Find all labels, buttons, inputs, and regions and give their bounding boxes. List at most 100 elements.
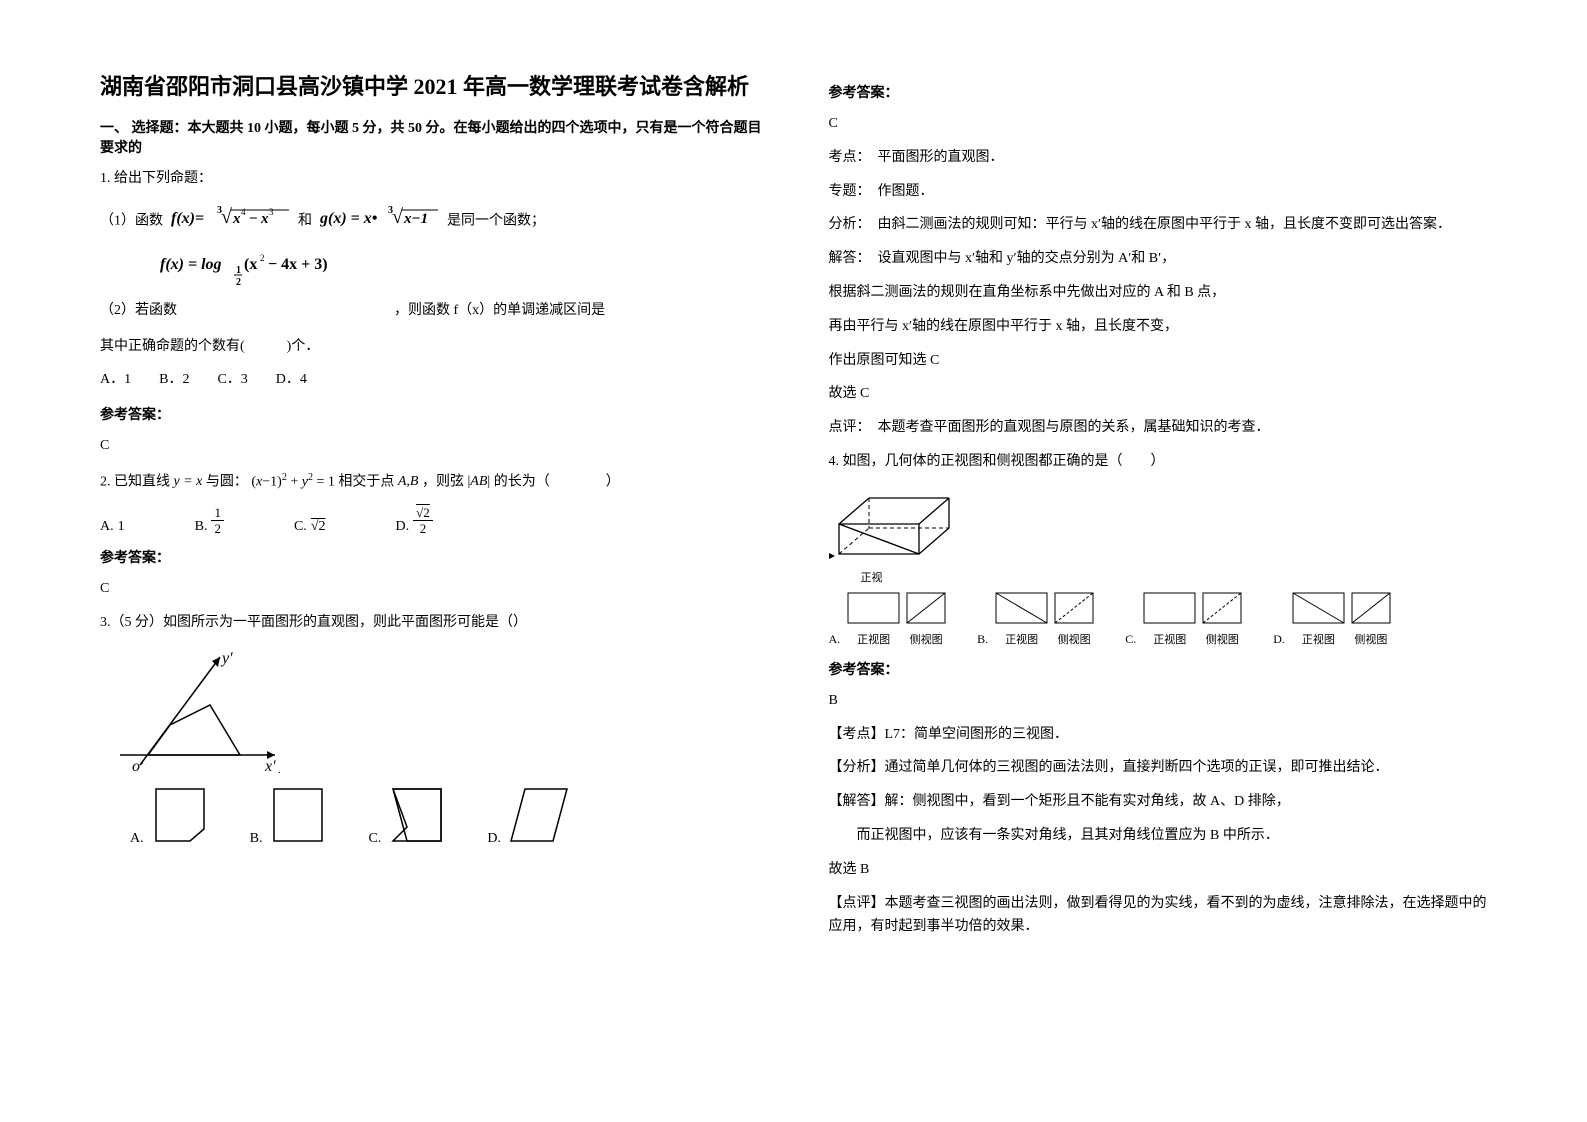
svg-text:g(x) = x•: g(x) = x• (320, 210, 378, 227)
q2-opt-a-label: A. (100, 519, 114, 535)
q4-choice-a: A. 正视图 侧视图 (829, 591, 948, 647)
svg-text:4: 4 (241, 207, 246, 217)
q4-c-label: C. (1125, 632, 1136, 647)
q4-choice-d: D. 正视图 侧视图 (1273, 591, 1392, 647)
q2-ans-label: 参考答案： (100, 547, 769, 567)
r-l5: 根据斜二测画法的规则在直角坐标系中先做出对应的 A 和 B 点， (829, 281, 1498, 305)
q2-opt-b: B. 12 (195, 506, 224, 535)
q3-text: 3.（5 分）如图所示为一平面图形的直观图，则此平面图形可能是（） (100, 611, 769, 635)
r-l6: 再由平行与 x′轴的线在原图中平行于 x 轴，且长度不变， (829, 315, 1498, 339)
svg-text:√: √ (221, 206, 232, 228)
q3-ans-label: 参考答案： (829, 82, 1498, 102)
q4-a-cs-lbl: 侧视图 (905, 631, 947, 647)
q3-choice-a: A. (130, 783, 210, 847)
svg-text:3: 3 (269, 207, 274, 217)
q2-opt-b-label: B. (195, 519, 208, 535)
r-l8: 故选 C (829, 382, 1498, 406)
q1-formula-log: f(x) = log 1 2 (x 2 − 4x + 3) (160, 251, 370, 298)
svg-text:y′: y′ (220, 650, 233, 667)
q4-k5: 故选 B (829, 858, 1498, 882)
q1-formula-f: f(x)= 3 √ x 4 − x 3 (171, 201, 291, 242)
q4-b-zs (994, 591, 1049, 627)
q3-oblique-figure: x′ y′ o′ . (110, 645, 290, 775)
left-column: 湖南省邵阳市洞口县高沙镇中学 2021 年高一数学理联考试卷含解析 一、 选择题… (100, 70, 769, 949)
q1-ans-label: 参考答案： (100, 404, 769, 424)
svg-text:1: 1 (236, 265, 241, 276)
section-1-head: 一、 选择题：本大题共 10 小题，每小题 5 分，共 50 分。在每小题给出的… (100, 117, 769, 157)
q3-choice-d: D. (487, 783, 571, 847)
q1-tail: 其中正确命题的个数有( )个． (100, 335, 769, 359)
q4-d-label: D. (1273, 632, 1285, 647)
q1-formula-g: g(x) = x• 3 √ x−1 (320, 201, 440, 242)
q2-opt-c-label: C. (294, 519, 307, 535)
q4-choice-b: B. 正视图 侧视图 (977, 591, 1095, 647)
q2-t1: 2. 已知直线 (100, 474, 170, 489)
svg-text:−: − (249, 211, 258, 227)
svg-text:f(x)=: f(x)= (171, 210, 204, 227)
q4-choices: A. 正视图 侧视图 (829, 591, 1498, 647)
q1-ans: C (100, 434, 769, 458)
q4-d-cs (1350, 591, 1392, 627)
q4-c-zs-lbl: 正视图 (1142, 631, 1197, 647)
q4-a-zs-lbl: 正视图 (846, 631, 901, 647)
q4-c-cs-lbl: 侧视图 (1201, 631, 1243, 647)
q2-opt-a: A. 1 (100, 519, 125, 535)
q4-a-cs (905, 591, 947, 627)
q2-opt-a-val: 1 (118, 519, 125, 535)
svg-text:√: √ (392, 206, 403, 228)
q4-k2: 【分析】通过简单几何体的三视图的画法法则，直接判断四个选项的正误，即可推出结论． (829, 756, 1498, 780)
q3-a-label: A. (130, 831, 144, 847)
q4-d-zs-lbl: 正视图 (1291, 631, 1346, 647)
q3-choice-c: C. (368, 783, 447, 847)
q3-ans: C (829, 112, 1498, 136)
q4-ans: B (829, 689, 1498, 713)
q4-k3: 【解答】解：侧视图中，看到一个矩形且不能有实对角线，故 A、D 排除， (829, 790, 1498, 814)
q2-t5: 的长为（ ） (494, 474, 620, 489)
q2-ablen: |AB| (467, 469, 490, 496)
q3-shape-d (507, 783, 571, 847)
q2-text: 2. 已知直线 y = x 与圆： (x−1)2 + y2 = 1 相交于点 A… (100, 468, 769, 496)
q2-options: A. 1 B. 12 C. √2 D. √22 (100, 506, 769, 535)
svg-text:x: x (260, 211, 269, 227)
q4-text: 4. 如图，几何体的正视图和侧视图都正确的是（ ） (829, 450, 1498, 474)
q4-b-zs-lbl: 正视图 (994, 631, 1049, 647)
q4-c-zs (1142, 591, 1197, 627)
q3-choice-b: B. (250, 783, 329, 847)
q4-d-cs-lbl: 侧视图 (1350, 631, 1392, 647)
r-l4: 解答： 设直观图中与 x′轴和 y′轴的交点分别为 A′和 B′， (829, 247, 1498, 271)
q1-opts: A．1 B．2 C．3 D．4 (100, 368, 769, 392)
svg-text:x′: x′ (264, 758, 276, 775)
q3-b-label: B. (250, 831, 263, 847)
q2-t4: ，则弦 (422, 474, 464, 489)
q2-opt-d-label: D. (396, 519, 410, 535)
q2-opt-d-val: √22 (413, 506, 433, 535)
r-l3: 分析： 由斜二测画法的规则可知：平行与 x′轴的线在原图中平行于 x 轴，且长度… (829, 213, 1498, 237)
r-l1: 考点： 平面图形的直观图． (829, 146, 1498, 170)
q3-shape-a (150, 783, 210, 847)
r-l9: 点评： 本题考查平面图形的直观图与原图的关系，属基础知识的考查． (829, 416, 1498, 440)
q2-t3: 相交于点 (338, 474, 394, 489)
page: 湖南省邵阳市洞口县高沙镇中学 2021 年高一数学理联考试卷含解析 一、 选择题… (0, 0, 1587, 989)
svg-text:o′: o′ (132, 758, 144, 775)
q4-b-label: B. (977, 632, 988, 647)
q1-item1: （1）函数 f(x)= 3 √ x 4 − x 3 和 g(x) = x• (100, 201, 769, 242)
svg-text:x: x (232, 211, 241, 227)
svg-text:2: 2 (260, 253, 265, 263)
svg-text:f(x) = log: f(x) = log (160, 256, 222, 273)
q3-shape-c (387, 783, 447, 847)
q4-a-label: A. (829, 632, 841, 647)
q1-item1-prefix: （1）函数 (100, 213, 163, 228)
r-l2: 专题： 作图题． (829, 180, 1498, 204)
q4-zs-label: 正视 (847, 569, 897, 585)
right-column: 参考答案： C 考点： 平面图形的直观图． 专题： 作图题． 分析： 由斜二测画… (829, 70, 1498, 949)
svg-text:2: 2 (236, 277, 241, 287)
q4-d-zs (1291, 591, 1346, 627)
q3-d-label: D. (487, 831, 501, 847)
svg-text:.: . (278, 764, 281, 775)
q2-t2: 与圆： (206, 474, 248, 489)
q1-item2: f(x) = log 1 2 (x 2 − 4x + 3) （2）若函数 ，则函… (100, 251, 769, 324)
q4-k1: 【考点】L7：简单空间图形的三视图． (829, 723, 1498, 747)
q4-k6: 【点评】本题考查三视图的画出法则，做到看得见的为实线，看不到的为虚线，注意排除法… (829, 892, 1498, 940)
svg-text:x−1: x−1 (403, 211, 428, 227)
q4-k4: 而正视图中，应该有一条实对角线，且其对角线位置应为 B 中所示． (829, 824, 1498, 848)
